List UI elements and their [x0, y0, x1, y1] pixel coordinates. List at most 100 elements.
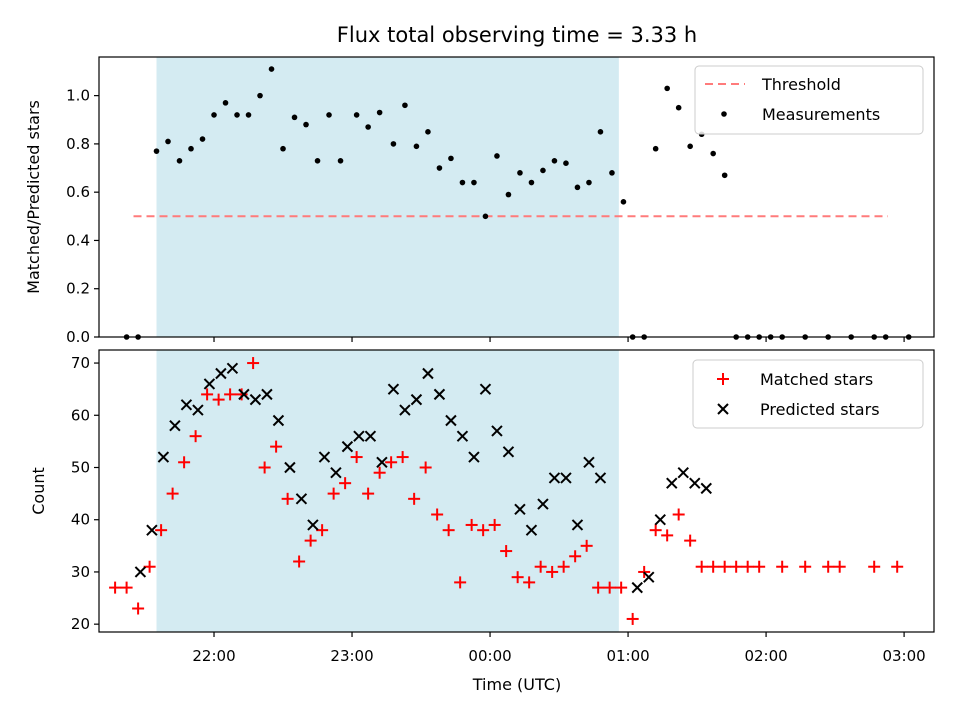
- matched-star-point: [718, 560, 731, 573]
- matched-star-point: [109, 581, 122, 594]
- measurement-point: [257, 92, 263, 99]
- predicted-star-point: [631, 581, 643, 594]
- measurement-point: [721, 172, 728, 179]
- predicted-star-point: [571, 519, 584, 531]
- measurement-point: [471, 179, 477, 186]
- y-tick-label: 30: [71, 563, 90, 581]
- matched-star-point: [592, 581, 605, 594]
- bottom-panel: 20 30 40 50 60 70 22:00 23:00 00:00 01:00 02:00 03…: [29, 349, 935, 694]
- matched-star-point: [534, 560, 547, 573]
- matched-star-point: [454, 576, 467, 589]
- measurement-point: [165, 138, 171, 145]
- predicted-star-stroke: [387, 383, 400, 395]
- matched-star-point: [143, 560, 156, 573]
- matched-star-point: [385, 456, 398, 469]
- measurement-point: [482, 213, 489, 220]
- predicted-star-stroke: [180, 399, 193, 411]
- predicted-star-stroke: [249, 393, 262, 406]
- matched-stars-points: [109, 357, 904, 625]
- predicted-star-stroke: [410, 393, 423, 406]
- y-tick-label: 70: [71, 354, 90, 372]
- predicted-star-point: [295, 493, 308, 505]
- y-tick-label: 60: [71, 406, 90, 424]
- predicted-star-stroke: [399, 404, 411, 416]
- measurement-point: [540, 167, 546, 174]
- matched-star-point: [224, 388, 237, 401]
- predicted-star-stroke: [514, 503, 526, 515]
- predicted-star-point: [399, 404, 411, 416]
- predicted-star-stroke: [215, 367, 227, 380]
- measurement-point: [176, 157, 183, 164]
- matched-star-point: [488, 518, 501, 531]
- legend-threshold-label: Threshold: [761, 75, 841, 94]
- matched-star-point: [707, 560, 720, 573]
- measurement-point: [211, 112, 217, 118]
- legend-matched-label: Matched stars: [760, 370, 873, 389]
- measurement-point: [620, 199, 627, 205]
- top-x-axis-ticks: [213, 337, 905, 342]
- y-tick-label: 50: [71, 459, 90, 477]
- predicted-star-point: [654, 514, 666, 526]
- bottom-legend: Matched stars Predicted stars: [692, 359, 924, 429]
- predicted-star-stroke: [700, 482, 712, 495]
- predicted-star-point: [594, 472, 607, 484]
- predicted-star-stroke: [169, 420, 181, 432]
- bottom-y-axis-label: Count: [29, 467, 48, 515]
- matched-star-point: [132, 602, 145, 615]
- predicted-star-point: [353, 430, 365, 442]
- predicted-star-stroke: [261, 388, 273, 401]
- predicted-star-point: [468, 451, 480, 463]
- predicted-star-stroke: [594, 472, 607, 484]
- predicted-star-point: [643, 571, 655, 583]
- predicted-star-stroke: [284, 461, 296, 474]
- predicted-star-point: [249, 393, 262, 406]
- predicted-star-stroke: [364, 430, 377, 442]
- matched-star-point: [661, 529, 674, 542]
- measurement-point: [280, 145, 286, 152]
- matched-star-point: [580, 539, 593, 552]
- measurement-point: [448, 155, 454, 162]
- predicted-star-stroke: [468, 451, 480, 463]
- predicted-star-stroke: [318, 451, 331, 463]
- predicted-star-point: [330, 467, 342, 479]
- predicted-star-stroke: [689, 477, 701, 489]
- measurement-point: [459, 179, 466, 186]
- measurement-point: [609, 170, 615, 176]
- predicted-star-point: [677, 467, 689, 479]
- predicted-star-point: [203, 378, 216, 390]
- predicted-star-stroke: [571, 519, 584, 531]
- matched-star-point: [339, 477, 352, 490]
- matched-star-point: [419, 461, 432, 474]
- matched-star-point: [316, 524, 329, 537]
- predicted-star-point: [666, 477, 678, 489]
- predicted-star-point: [272, 414, 285, 427]
- predicted-star-stroke: [134, 566, 147, 578]
- predicted-star-stroke: [479, 383, 492, 395]
- bottom-x-axis-ticks: 22:00 23:00 00:00 01:00 02:00 03:00: [192, 632, 926, 665]
- measurement-point: [326, 112, 332, 118]
- measurement-point: [245, 112, 252, 118]
- matched-star-point: [166, 487, 179, 500]
- matched-star-point: [155, 524, 168, 537]
- y-tick-label: 0.4: [66, 231, 90, 249]
- predicted-star-stroke: [643, 571, 655, 583]
- predicted-star-point: [445, 414, 457, 427]
- predicted-star-stroke: [353, 430, 365, 442]
- y-tick-label: 0.8: [66, 135, 90, 153]
- measurement-point: [337, 157, 344, 164]
- predicted-star-stroke: [548, 472, 561, 484]
- matched-star-point: [373, 466, 386, 479]
- predicted-star-point: [238, 388, 250, 401]
- measurement-point: [303, 121, 309, 128]
- x-tick-label: 23:00: [330, 647, 373, 665]
- matched-star-point: [258, 461, 271, 474]
- matched-star-point: [868, 560, 881, 573]
- matched-star-point: [201, 388, 214, 401]
- predicted-star-point: [376, 456, 388, 468]
- matched-star-point: [304, 534, 317, 547]
- matched-star-point: [120, 581, 133, 594]
- legend-predicted-swatch: [717, 403, 729, 415]
- predicted-star-point: [502, 446, 515, 458]
- matched-star-point: [431, 508, 444, 521]
